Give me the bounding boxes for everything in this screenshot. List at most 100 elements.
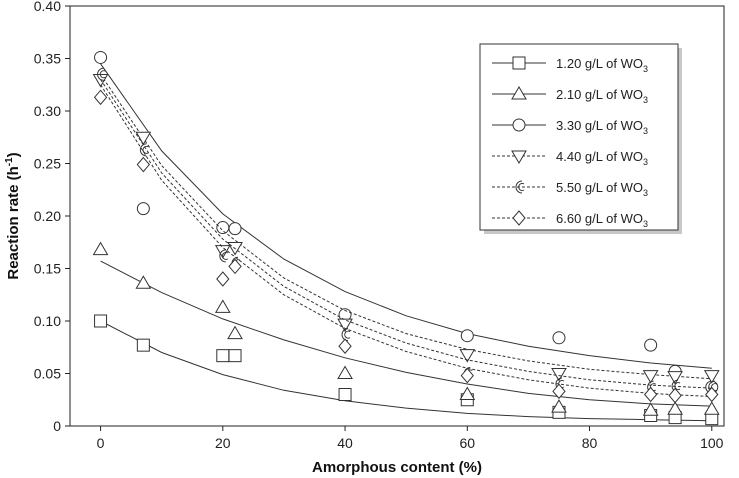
data-point (667, 371, 683, 385)
series-1 (94, 314, 719, 426)
crescent-inner-arc (142, 145, 149, 154)
legend-label: 4.40 g/L of WO3 (556, 149, 648, 167)
data-point (341, 328, 351, 342)
data-point (552, 383, 566, 400)
y-tick-label: 0.20 (34, 208, 61, 224)
data-point (667, 401, 683, 415)
x-tick-label: 60 (460, 435, 476, 451)
data-point (551, 399, 567, 413)
crescent-inner-arc (344, 330, 351, 339)
data-point (214, 245, 231, 259)
axes: 0 20 40 60 80 100 0 0.05 0.10 0.15 0.20 0.25 0.30 0.3… (34, 0, 725, 451)
data-point (227, 325, 243, 340)
data-point (228, 349, 242, 363)
data-point (94, 50, 108, 64)
legend-label-subscript: 3 (643, 188, 648, 198)
series-2 (92, 241, 720, 416)
x-tick-label: 20 (215, 435, 231, 451)
x-axis-title: Amorphous content (%) (312, 459, 482, 476)
legend-marker (515, 180, 525, 194)
data-point (460, 367, 474, 384)
crescent-inner-arc (222, 251, 229, 260)
legend-entry-5: 5.50 g/L of WO3 (492, 180, 648, 198)
data-point (337, 365, 353, 379)
data-point (642, 370, 659, 384)
data-point (228, 222, 242, 236)
x-tick-label: 100 (700, 435, 724, 451)
y-tick-label: 0.40 (34, 0, 61, 14)
x-tick-label: 80 (582, 435, 598, 451)
legend-label: 6.60 g/L of WO3 (556, 211, 648, 229)
legend-marker (511, 86, 527, 100)
data-point (136, 338, 150, 352)
legend-marker (511, 150, 527, 164)
crescent-outer-arc (219, 249, 226, 263)
data-point (642, 402, 659, 416)
data-point (337, 318, 353, 333)
legend-entry-1: 1.20 g/L of WO3 (492, 56, 648, 74)
data-point (460, 329, 474, 343)
y-tick-label: 0.15 (34, 261, 61, 277)
series-fit-line (100, 320, 712, 422)
y-axis-title: Reaction rate (h-1) (4, 152, 22, 279)
crescent-inner-arc (99, 70, 106, 79)
data-point (644, 338, 658, 352)
crescent-inner-arc (674, 382, 681, 391)
legend-marker (512, 56, 526, 70)
y-tick-label: 0.05 (34, 366, 61, 382)
legend-label: 2.10 g/L of WO3 (556, 87, 648, 105)
legend-label-text: 3.30 g/L of WO (556, 118, 643, 133)
data-point (136, 202, 150, 216)
series-6 (93, 84, 719, 404)
crescent-outer-arc (515, 180, 523, 194)
y-tick-label: 0.30 (34, 103, 61, 119)
legend-label-text: 6.60 g/L of WO (556, 211, 643, 226)
crescent-outer-arc (139, 143, 147, 157)
legend-label-text: 4.40 g/L of WO (556, 149, 643, 164)
series-fit-line (100, 260, 712, 407)
legend-marker (512, 210, 526, 226)
legend-label-subscript: 3 (643, 126, 648, 136)
data-point (219, 249, 229, 263)
data-point (92, 241, 109, 256)
series-fit-line (100, 79, 712, 389)
legend-label-text: 2.10 g/L of WO (556, 87, 643, 102)
legend-label-subscript: 3 (643, 157, 648, 167)
data-point (139, 143, 149, 157)
y-axis-title-main: Reaction rate (h (5, 166, 22, 279)
legend-marker (512, 118, 526, 132)
x-tick-label: 40 (337, 435, 353, 451)
data-point (216, 271, 230, 287)
legend-entry-6: 6.60 g/L of WO3 (492, 210, 648, 229)
legend-entry-3: 3.30 g/L of WO3 (492, 118, 648, 136)
legend-label: 3.30 g/L of WO3 (556, 118, 648, 136)
plot-area (92, 50, 720, 426)
data-point (93, 89, 108, 106)
data-point (668, 387, 682, 404)
data-point (135, 275, 152, 289)
y-tick-label: 0.10 (34, 313, 61, 329)
series-fit-line (100, 63, 712, 369)
legend-label-text: 1.20 g/L of WO (556, 56, 643, 71)
data-point (214, 299, 231, 313)
data-point (338, 388, 352, 401)
series-fit-line (100, 74, 712, 380)
data-point (216, 349, 230, 363)
data-point (459, 349, 476, 363)
legend-label-subscript: 3 (643, 95, 648, 105)
y-axis-title-superscript: -1 (4, 157, 15, 166)
legend-label: 1.20 g/L of WO3 (556, 56, 648, 74)
data-point (94, 314, 108, 328)
data-point (228, 258, 242, 275)
y-tick-label: 0.25 (34, 156, 61, 172)
legend-entry-2: 2.10 g/L of WO3 (492, 86, 648, 105)
data-point (703, 370, 720, 384)
data-point (97, 67, 106, 81)
crescent-outer-arc (97, 67, 104, 81)
legend-label-subscript: 3 (643, 64, 648, 74)
data-point (216, 221, 230, 235)
legend-entry-4: 4.40 g/L of WO3 (492, 149, 648, 167)
data-point (135, 131, 152, 146)
